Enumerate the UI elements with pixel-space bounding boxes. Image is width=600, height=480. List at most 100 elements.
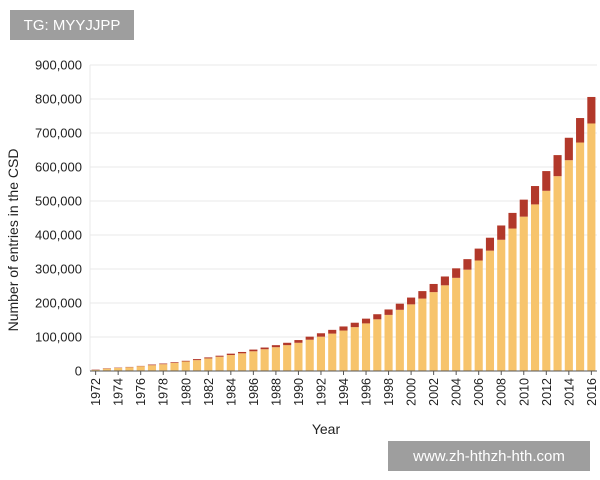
bar-top-2003 <box>440 276 449 286</box>
x-tick-labels: 1972 1974 1976 1978 1980 1982 1984 1986 1988 1990… <box>89 371 599 406</box>
bar-base-1989 <box>283 345 292 371</box>
x-tick-label: 2008 <box>495 378 509 406</box>
bar-top-1999 <box>395 303 404 310</box>
y-tick-label: 300,000 <box>35 262 82 277</box>
bar-base-1975 <box>125 367 134 371</box>
bar-top-1996 <box>361 318 371 324</box>
bars <box>91 96 596 371</box>
bar-top-1992 <box>316 333 326 337</box>
bar-top-1988 <box>271 345 280 348</box>
y-tick-label: 700,000 <box>35 126 82 141</box>
bar-top-2007 <box>485 237 495 251</box>
x-tick-label: 1980 <box>179 378 193 406</box>
bar-top-2012 <box>542 171 551 191</box>
bar-base-1974 <box>114 367 123 371</box>
bar-top-1994 <box>339 326 348 331</box>
bar-top-1990 <box>294 340 303 343</box>
bar-base-1997 <box>373 319 382 371</box>
bar-top-2011 <box>530 186 540 205</box>
bar-top-1982 <box>204 357 213 359</box>
bar-top-2013 <box>553 155 562 177</box>
bar-base-2014 <box>564 160 573 371</box>
bar-top-1977 <box>147 364 157 366</box>
bar-base-1996 <box>361 323 371 371</box>
y-tick-label: 100,000 <box>35 330 82 345</box>
y-tick-label: 400,000 <box>35 228 82 243</box>
bar-top-1997 <box>373 314 382 320</box>
bar-base-1999 <box>395 309 404 371</box>
bar-top-1980 <box>181 360 190 362</box>
y-tick-label: 800,000 <box>35 92 82 107</box>
bar-top-1985 <box>238 351 247 354</box>
bar-base-1994 <box>339 330 348 371</box>
bar-top-2010 <box>519 199 528 217</box>
x-tick-label: 1984 <box>224 378 238 406</box>
bar-top-2005 <box>463 259 472 270</box>
x-tick-label: 1998 <box>382 378 396 406</box>
bar-base-1987 <box>260 349 269 371</box>
y-tick-label: 600,000 <box>35 160 82 175</box>
bar-base-1990 <box>294 342 303 371</box>
x-tick-label: 1990 <box>292 378 306 406</box>
y-tick-label: 900,000 <box>35 58 82 73</box>
bar-base-2011 <box>530 204 540 371</box>
bar-top-2008 <box>497 225 506 240</box>
bar-base-1979 <box>170 362 179 371</box>
bar-top-1983 <box>215 355 224 357</box>
bar-base-1986 <box>249 351 258 371</box>
x-tick-label: 1978 <box>157 378 171 406</box>
bar-top-2002 <box>429 283 438 293</box>
bar-top-2001 <box>418 291 427 299</box>
bar-base-1973 <box>102 368 111 371</box>
x-tick-label: 2010 <box>517 378 531 406</box>
bar-base-1983 <box>215 356 224 371</box>
x-tick-label: 2004 <box>450 378 464 406</box>
bar-base-1982 <box>204 358 213 371</box>
bar-top-1978 <box>159 363 168 365</box>
bar-base-1985 <box>238 353 247 371</box>
bar-base-1984 <box>226 355 235 371</box>
y-tick-label: 500,000 <box>35 194 82 209</box>
x-tick-label: 2012 <box>540 378 554 406</box>
bar-top-2014 <box>564 137 573 161</box>
x-tick-label: 1974 <box>112 378 126 406</box>
bar-top-2000 <box>407 297 416 305</box>
bar-base-1981 <box>192 360 202 371</box>
x-tick-label: 2000 <box>405 378 419 406</box>
bar-top-1991 <box>305 336 314 340</box>
bar-top-2009 <box>508 212 517 229</box>
bar-base-2015 <box>576 142 585 371</box>
bar-base-1972 <box>91 369 100 371</box>
x-tick-label: 2006 <box>472 378 486 406</box>
bar-top-1986 <box>249 349 258 352</box>
x-tick-label: 1992 <box>314 378 328 406</box>
bar-base-2013 <box>553 176 562 371</box>
y-axis-label: Number of entries in the CSD <box>5 149 21 332</box>
bar-top-1984 <box>226 353 235 356</box>
x-tick-label: 1996 <box>360 378 374 406</box>
bar-base-2005 <box>463 269 472 371</box>
bar-base-2007 <box>485 250 495 371</box>
y-tick-labels: 0 100,000 200,000 300,000 400,000 500,000 600,… <box>35 58 82 379</box>
bar-base-1993 <box>328 333 337 371</box>
bar-base-2012 <box>542 190 551 371</box>
bar-top-2016 <box>587 96 596 124</box>
bar-base-1988 <box>271 347 280 371</box>
bar-base-1976 <box>136 366 145 371</box>
x-tick-label: 1994 <box>337 378 351 406</box>
bar-base-2009 <box>508 228 517 371</box>
watermark-bottom-right: www.zh-hthzh-hth.com <box>388 441 590 471</box>
x-tick-label: 2014 <box>562 378 576 406</box>
x-tick-label: 2016 <box>585 378 599 406</box>
bar-top-1995 <box>350 322 359 328</box>
bar-base-1978 <box>159 364 168 371</box>
bar-top-1981 <box>192 359 202 361</box>
x-tick-label: 1988 <box>269 378 283 406</box>
bar-base-2004 <box>452 277 461 371</box>
bar-top-1989 <box>283 342 292 346</box>
bar-base-2002 <box>429 292 438 371</box>
y-tick-label: 0 <box>75 364 82 379</box>
y-tick-label: 200,000 <box>35 296 82 311</box>
bar-base-2006 <box>474 260 483 371</box>
